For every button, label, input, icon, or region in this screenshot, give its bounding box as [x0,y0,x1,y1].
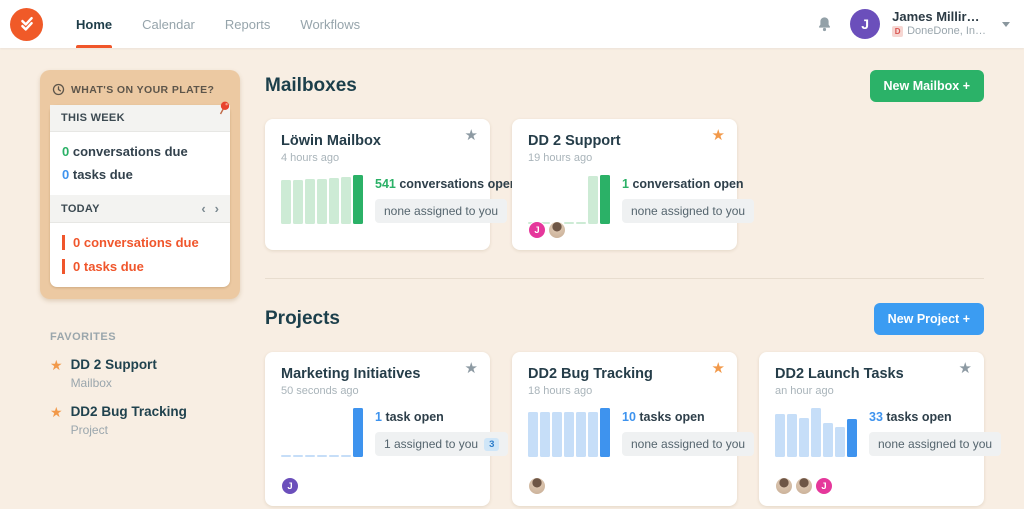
main-content: Mailboxes New Mailbox + ★ Löwin Mailbox … [265,48,1002,506]
star-icon[interactable]: ★ [711,360,725,377]
activity-bar-chart [528,408,610,457]
avatar-initial: J [528,221,546,239]
activity-bar-chart [281,408,363,457]
project-card-dd2-bug-tracking[interactable]: ★ DD2 Bug Tracking 18 hours ago 10 tasks… [512,352,755,506]
card-timestamp: an hour ago [775,385,834,397]
mailbox-card-lowin[interactable]: ★ Löwin Mailbox 4 hours ago 541 conversa… [265,119,518,250]
mailboxes-heading: Mailboxes [265,75,357,96]
assigned-pill: none assigned to you [622,432,755,456]
plate-title: WHAT'S ON YOUR PLATE? [71,83,215,96]
activity-bar-chart [775,408,857,457]
star-icon[interactable]: ★ [464,127,478,144]
activity-bar-chart [281,175,363,224]
pushpin-icon [216,100,232,121]
star-icon[interactable]: ★ [464,360,478,377]
org-badge: D [892,25,904,37]
this-week-conversations-due[interactable]: 0 conversations due [62,144,188,159]
avatar-photo [548,221,566,239]
favorite-item-dd2-support[interactable]: ★ DD 2 Support Mailbox [50,357,157,391]
card-title: DD2 Launch Tasks [775,366,904,382]
user-avatar[interactable]: J [850,9,881,39]
today-conversations-due[interactable]: 0 conversations due [62,235,218,250]
avatar-photo [775,477,793,495]
card-title: DD 2 Support [528,133,621,149]
card-timestamp: 50 seconds ago [281,385,359,397]
today-prev-button[interactable]: ‹ [201,201,206,216]
activity-bar-chart [528,175,610,224]
user-name: James Millir… [892,9,980,25]
donedone-logo-icon[interactable] [10,7,43,41]
projects-section: Projects New Project + ★ Marketing Initi… [265,303,1002,506]
star-icon[interactable]: ★ [958,360,972,377]
open-count: 1 task open [375,410,444,424]
project-card-dd2-launch-tasks[interactable]: ★ DD2 Launch Tasks an hour ago 33 tasks … [759,352,1002,506]
user-menu[interactable]: James Millir… D DoneDone, In… [892,9,986,38]
star-icon[interactable]: ★ [711,127,725,144]
open-count: 10 tasks open [622,410,705,424]
top-nav: Home Calendar Reports Workflows J James … [0,0,1024,48]
favorites-section: FAVORITES ★ DD 2 Support Mailbox ★ DD2 B… [40,331,240,437]
this-week-header: THIS WEEK [50,105,230,132]
chevron-down-icon[interactable] [1002,21,1010,27]
mailbox-card-dd2-support[interactable]: ★ DD 2 Support 19 hours ago 1 conversati… [512,119,755,250]
assigned-count-badge: 3 [484,437,500,451]
new-project-button[interactable]: New Project + [873,303,984,335]
notifications-bell-icon[interactable] [811,11,838,38]
open-count: 33 tasks open [869,410,952,424]
card-title: Marketing Initiatives [281,366,421,382]
projects-heading: Projects [265,308,340,329]
nav-tab-workflows[interactable]: Workflows [300,16,361,32]
new-mailbox-button[interactable]: New Mailbox + [869,70,984,102]
today-tasks-due[interactable]: 0 tasks due [62,259,218,274]
today-next-button[interactable]: › [214,201,219,216]
avatar-initial: J [281,477,299,495]
main-nav: Home Calendar Reports Workflows [61,0,375,48]
member-avatars: J [528,221,568,239]
member-avatars: J [775,477,835,495]
card-title: DD2 Bug Tracking [528,366,653,382]
mailboxes-section: Mailboxes New Mailbox + ★ Löwin Mailbox … [265,70,984,250]
star-icon: ★ [50,404,63,421]
card-timestamp: 19 hours ago [528,152,593,164]
favorites-title: FAVORITES [50,331,117,343]
card-title: Löwin Mailbox [281,133,381,149]
whats-on-your-plate-card: WHAT'S ON YOUR PLATE? THIS WEEK 0 c [40,70,240,299]
this-week-tasks-due[interactable]: 0 tasks due [62,167,133,182]
project-card-marketing-initiatives[interactable]: ★ Marketing Initiatives 50 seconds ago 1… [265,352,509,506]
section-divider [265,278,984,279]
assigned-pill: 1 assigned to you 3 [375,432,509,456]
nav-tab-home[interactable]: Home [61,0,127,48]
avatar-initial: J [815,477,833,495]
sidebar: WHAT'S ON YOUR PLATE? THIS WEEK 0 c [40,48,240,506]
assigned-pill: none assigned to you [869,432,1002,456]
today-header: TODAY ‹ › [50,195,230,223]
member-avatars: J [281,477,301,495]
clock-icon [52,83,65,96]
nav-tab-calendar[interactable]: Calendar [142,16,195,32]
star-icon: ★ [50,357,63,373]
open-count: 541 conversations open [375,177,518,191]
favorite-item-dd2-bug-tracking[interactable]: ★ DD2 Bug Tracking Project [50,404,187,438]
assigned-pill: none assigned to you [622,199,755,223]
nav-tab-reports[interactable]: Reports [224,16,271,32]
org-name: DoneDone, In… [907,25,986,38]
avatar-photo [528,477,546,495]
assigned-pill: none assigned to you [375,199,508,223]
card-timestamp: 18 hours ago [528,385,593,397]
card-timestamp: 4 hours ago [281,152,340,164]
open-count: 1 conversation open [622,177,744,191]
member-avatars [528,477,548,495]
avatar-photo [795,477,813,495]
